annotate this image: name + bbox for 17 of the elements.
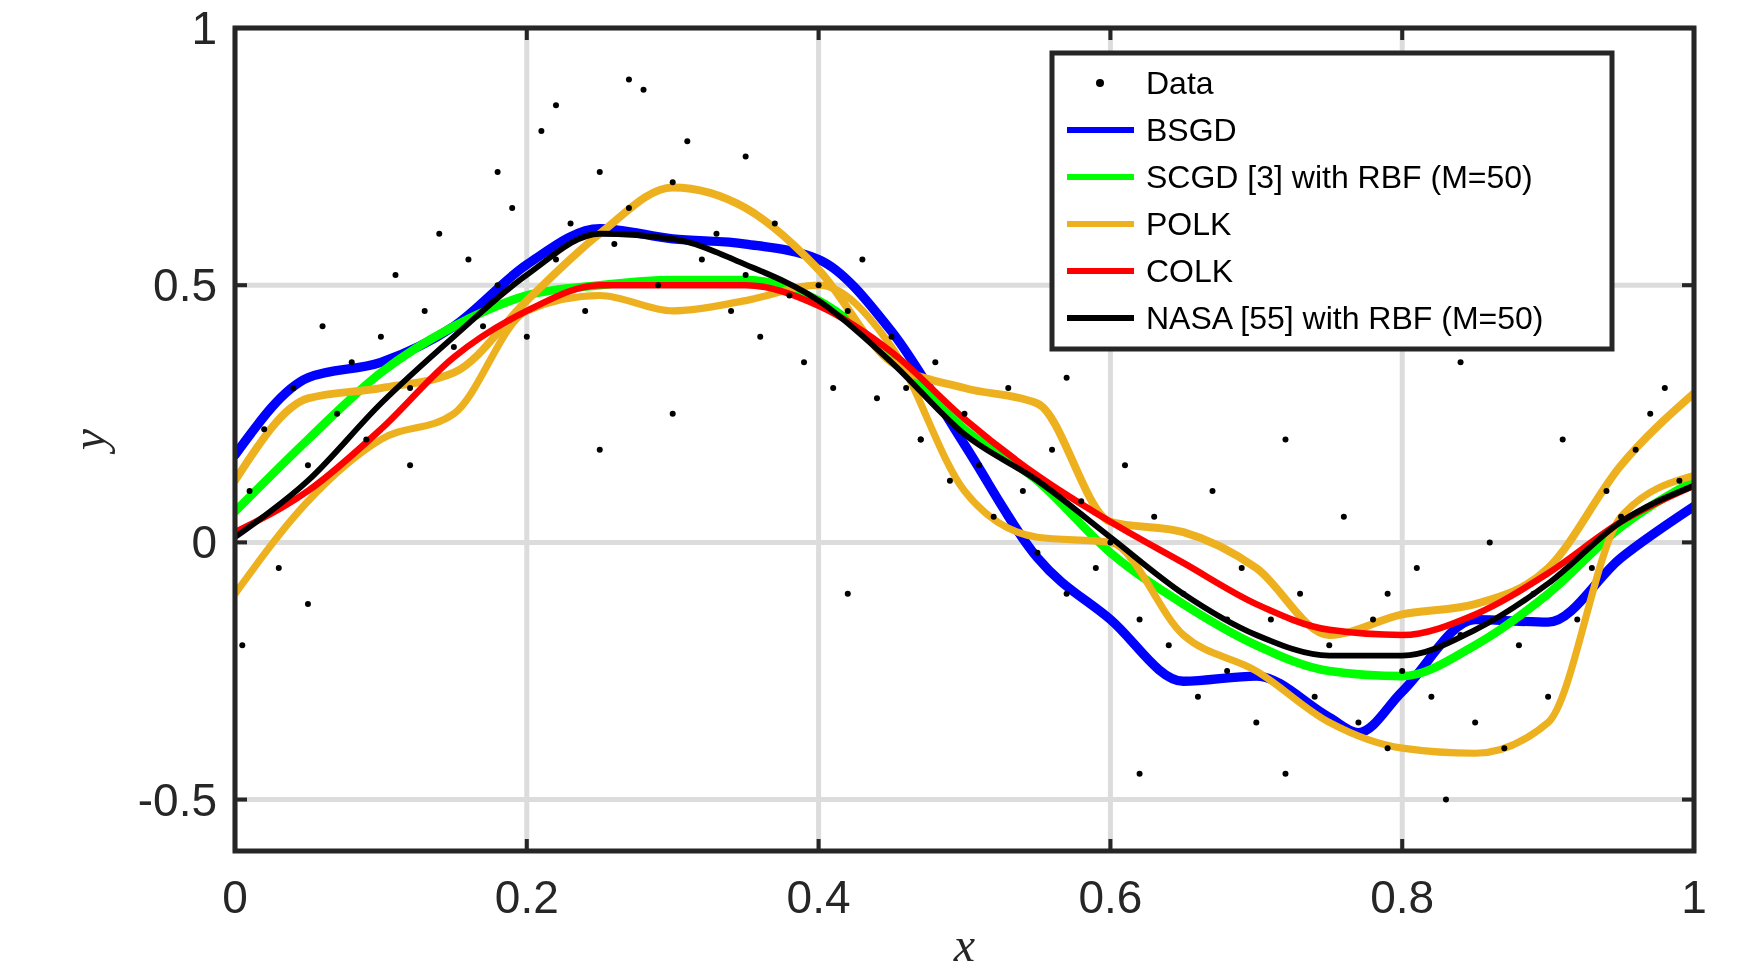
y-axis-title: y [62,428,115,456]
legend-label: SCGD [3] with RBF (M=50) [1146,159,1533,196]
legend-label: BSGD [1146,112,1237,149]
x-axis-title: x [952,918,976,971]
legend-label: NASA [55] with RBF (M=50) [1146,300,1544,337]
legend-label: COLK [1146,253,1234,290]
x-tick-label: 0.6 [1078,871,1143,923]
x-tick-label: 0.2 [494,871,559,923]
legend-label: POLK [1146,206,1232,243]
x-tick-label: 1 [1681,871,1707,923]
y-tick-label: -0.5 [137,773,217,826]
y-tick-label: 0.5 [153,259,217,312]
legend-label: Data [1146,65,1214,102]
y-tick-label: 1 [191,2,217,55]
y-tick-label: 0 [191,516,217,569]
x-tick-label: 0.4 [786,871,851,923]
x-tick-label: 0.8 [1370,871,1435,923]
